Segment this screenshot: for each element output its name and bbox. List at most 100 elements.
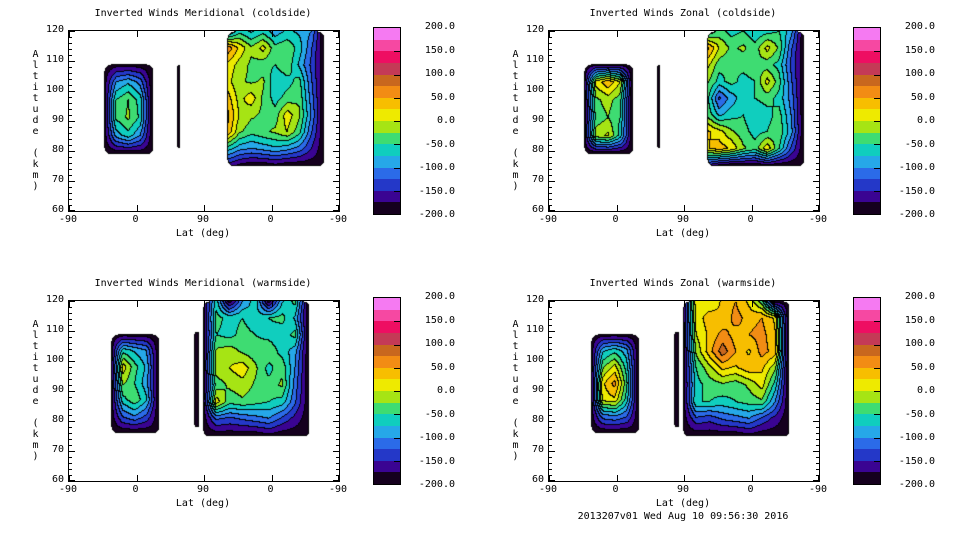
y-axis-tick [69,85,72,86]
colorbar-tick-label: -100.0 [418,432,455,443]
y-axis-tick [816,115,819,116]
y-axis-tick [333,361,339,362]
x-axis-tick [338,31,339,37]
y-axis-tick [69,73,72,74]
colorbar-tick-label: -50.0 [424,139,455,150]
y-axis-tick [549,151,555,152]
y-axis-tick [549,361,555,362]
y-axis-tick [336,325,339,326]
y-axis-tick [69,181,75,182]
y-axis-label: Altitude (km) [510,48,521,192]
x-axis-tick [137,205,138,211]
y-axis-tick [336,67,339,68]
y-axis-tick [336,415,339,416]
x-axis-label: Lat (deg) [655,498,711,509]
y-axis-tick [336,175,339,176]
colorbar-tick-label: 200.0 [904,291,935,302]
y-axis-tick [816,343,819,344]
colorbar-tick-label: 50.0 [430,92,455,103]
colorbar-segment [374,309,400,322]
y-axis-tick [336,193,339,194]
y-axis-tick [816,319,819,320]
y-axis-tick [816,187,819,188]
y-axis-tick [549,319,552,320]
y-axis-tick [549,301,555,302]
x-tick-label: -90 [808,214,828,225]
y-axis-label: Altitude (km) [30,318,41,462]
y-axis-tick [69,175,72,176]
y-axis-tick [813,421,819,422]
y-axis-tick [336,385,339,386]
y-axis-tick [336,469,339,470]
y-axis-tick [549,91,555,92]
y-axis-tick [336,73,339,74]
x-axis-tick [549,301,550,307]
y-axis-tick [549,451,555,452]
colorbar-tick [874,414,880,415]
y-axis-tick [813,480,819,481]
x-axis-tick [684,301,685,307]
y-axis-tick [336,439,339,440]
x-axis-tick [818,31,819,37]
y-axis-tick [549,169,552,170]
y-tick-label: 80 [531,414,544,425]
y-axis-tick [816,397,819,398]
colorbar-tick-label: -150.0 [898,456,935,467]
y-axis-tick [816,403,819,404]
y-axis-tick [816,103,819,104]
y-axis-tick [69,475,72,476]
y-axis-tick [333,421,339,422]
y-axis-tick [69,391,75,392]
y-axis-tick [336,43,339,44]
x-tick-label: 0 [132,214,139,225]
y-axis-tick [69,445,72,446]
y-axis-tick [549,355,552,356]
x-axis-tick [818,475,819,481]
y-axis-tick [549,67,552,68]
x-axis-tick [684,205,685,211]
y-axis-tick [336,97,339,98]
y-axis-tick [549,55,552,56]
colorbar-segment [854,39,880,52]
x-axis-tick [204,301,205,307]
colorbar-tick [874,51,880,52]
x-tick-label: 0 [267,484,274,495]
y-axis-tick [69,103,72,104]
y-axis-tick [69,367,72,368]
y-axis-tick [549,37,552,38]
x-axis-tick [204,31,205,37]
colorbar-segment [854,86,880,98]
colorbar-segment [374,202,400,214]
y-axis-tick [549,97,552,98]
x-tick-label: 0 [612,214,619,225]
chart-title: Inverted Winds Meridional (warmside) [94,278,312,289]
y-axis-tick [69,67,72,68]
y-axis-tick [336,115,339,116]
y-axis-tick [816,433,819,434]
colorbar-tick-label: 100.0 [424,338,455,349]
colorbar-tick [874,121,880,122]
y-axis-tick [336,409,339,410]
x-axis-tick [69,301,70,307]
y-axis-tick [69,49,72,50]
y-axis-tick [549,421,555,422]
colorbar-tick [394,121,400,122]
x-axis-tick [752,205,753,211]
colorbar-segment [374,109,400,121]
y-axis-tick [816,157,819,158]
colorbar-segment [854,472,880,484]
y-axis-tick [336,397,339,398]
y-axis-tick [816,463,819,464]
x-axis-tick [617,475,618,481]
x-axis-tick [272,31,273,37]
y-axis-tick [333,301,339,302]
y-axis-tick [69,385,72,386]
x-tick-label: -90 [58,214,78,225]
y-axis-tick [549,397,552,398]
y-axis-tick [816,169,819,170]
y-axis-tick [336,145,339,146]
y-tick-label: 60 [51,474,64,485]
y-tick-label: 70 [531,174,544,185]
y-axis-tick [813,121,819,122]
y-axis-tick [816,373,819,374]
